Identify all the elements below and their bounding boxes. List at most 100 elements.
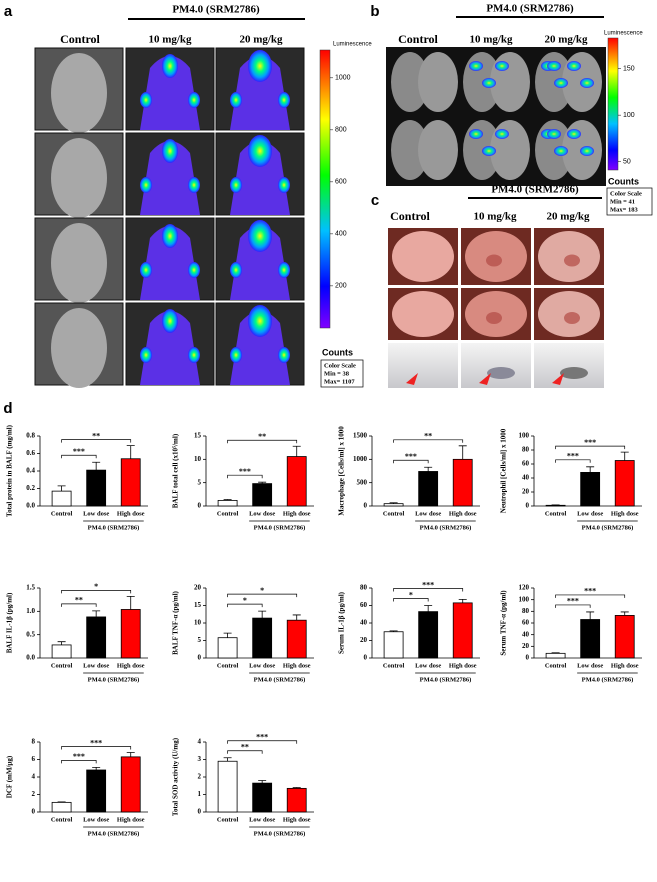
x-tick-label: Low dose bbox=[83, 510, 109, 517]
y-tick-label: 0 bbox=[526, 654, 530, 662]
bar bbox=[418, 471, 439, 507]
scale-box-title: Color Scale bbox=[610, 190, 642, 197]
bar bbox=[286, 619, 307, 659]
bar bbox=[120, 756, 141, 813]
significance-bracket bbox=[393, 459, 429, 464]
signal-hotspot bbox=[580, 146, 594, 156]
mouse-signal bbox=[140, 56, 200, 130]
bar bbox=[120, 458, 141, 507]
error-bar bbox=[389, 502, 398, 504]
signal-hotspot bbox=[188, 347, 200, 363]
y-tick-label: 2 bbox=[198, 773, 202, 781]
significance-label: *** bbox=[422, 580, 434, 589]
significance-label: ** bbox=[424, 432, 432, 441]
x-tick-label: Low dose bbox=[415, 662, 441, 669]
group-label: PM4.0 (SRM2786) bbox=[254, 676, 306, 683]
x-tick-label: High dose bbox=[611, 510, 639, 517]
y-axis-label: BALF total cell (x10⁵/ml) bbox=[172, 433, 180, 508]
y-tick-label: 0.8 bbox=[26, 432, 35, 440]
y-tick-label: 10 bbox=[194, 619, 202, 627]
signal-hotspot bbox=[188, 262, 200, 278]
significance-bracket bbox=[393, 598, 429, 602]
mouse-signal bbox=[230, 311, 290, 385]
significance-label: *** bbox=[567, 452, 579, 461]
x-tick-label: Control bbox=[545, 662, 567, 669]
scale-box bbox=[320, 359, 364, 388]
x-tick-label: Low dose bbox=[577, 510, 603, 517]
column-header: Control bbox=[60, 32, 100, 46]
signal-hotspot bbox=[567, 61, 581, 71]
y-axis-label: Total protein in BALF (mg/ml) bbox=[6, 424, 14, 517]
significance-label: ** bbox=[258, 432, 266, 441]
colorbar bbox=[319, 49, 331, 329]
signal-hotspot bbox=[140, 177, 152, 193]
signal-hotspot bbox=[248, 305, 272, 337]
bar bbox=[614, 615, 635, 659]
bar bbox=[452, 602, 473, 659]
y-tick-label: 0 bbox=[364, 502, 368, 510]
x-tick-label: High dose bbox=[283, 816, 311, 823]
bar bbox=[86, 769, 107, 813]
y-tick-label: 0.5 bbox=[26, 630, 35, 638]
y-tick-label: 1 bbox=[198, 790, 202, 798]
bar bbox=[452, 458, 473, 507]
x-tick-label: High dose bbox=[117, 816, 145, 823]
bar bbox=[545, 652, 566, 659]
significance-label: *** bbox=[256, 733, 268, 742]
significance-label: *** bbox=[405, 452, 417, 461]
y-tick-label: 0 bbox=[198, 808, 202, 816]
bar bbox=[217, 637, 238, 659]
y-tick-label: 60 bbox=[522, 619, 530, 627]
signal-hotspot bbox=[469, 129, 483, 139]
panel-label: b bbox=[370, 3, 379, 20]
significance-bracket bbox=[393, 439, 464, 443]
panel-label: a bbox=[4, 3, 13, 20]
x-tick-label: Control bbox=[51, 662, 73, 669]
lesion bbox=[486, 312, 502, 324]
significance-label: *** bbox=[239, 467, 251, 476]
tube-photo bbox=[388, 343, 458, 388]
lung-lobe bbox=[391, 52, 429, 112]
significance-label: *** bbox=[567, 597, 579, 606]
error-bar bbox=[292, 445, 301, 457]
y-tick-label: 0 bbox=[364, 654, 368, 662]
error-bar bbox=[258, 780, 267, 784]
error-bar bbox=[458, 598, 467, 603]
error-bar bbox=[126, 596, 135, 610]
y-tick-label: 20 bbox=[360, 636, 368, 644]
significance-bracket bbox=[61, 454, 97, 459]
x-tick-label: Control bbox=[217, 662, 239, 669]
significance-bracket bbox=[61, 439, 132, 443]
y-tick-label: 40 bbox=[522, 474, 530, 482]
y-axis-label: Neutrophil [Cells/ml] x 1000 bbox=[500, 428, 508, 513]
y-tick-label: 80 bbox=[522, 446, 530, 454]
column-header: 10 mg/kg bbox=[469, 34, 513, 46]
error-bar bbox=[586, 611, 595, 620]
mouse-signal bbox=[140, 141, 200, 215]
x-tick-label: Control bbox=[383, 662, 405, 669]
signal-hotspot bbox=[230, 262, 242, 278]
y-tick-label: 0 bbox=[526, 502, 530, 510]
x-tick-label: High dose bbox=[611, 662, 639, 669]
panel-label: d bbox=[3, 400, 12, 417]
y-tick-label: 2 bbox=[32, 790, 36, 798]
group-label: PM4.0 (SRM2786) bbox=[486, 3, 574, 15]
error-bar bbox=[424, 605, 433, 612]
significance-bracket bbox=[61, 603, 97, 607]
signal-hotspot bbox=[554, 78, 568, 88]
bar bbox=[286, 456, 307, 507]
colorbar bbox=[607, 37, 619, 171]
significance-label: * bbox=[243, 596, 247, 605]
y-axis-label: Macrophage [Cells/ml] x 1000 bbox=[338, 426, 346, 516]
error-bar bbox=[258, 610, 267, 619]
column-header: Control bbox=[390, 209, 430, 223]
y-tick-label: 40 bbox=[522, 630, 530, 638]
group-label: PM4.0 (SRM2786) bbox=[582, 524, 634, 531]
group-label: PM4.0 (SRM2786) bbox=[172, 4, 260, 16]
error-bar bbox=[92, 610, 101, 617]
mouse-signal bbox=[140, 311, 200, 385]
signal-hotspot bbox=[580, 78, 594, 88]
y-tick-label: 60 bbox=[360, 601, 368, 609]
lung-lobe bbox=[418, 120, 458, 180]
